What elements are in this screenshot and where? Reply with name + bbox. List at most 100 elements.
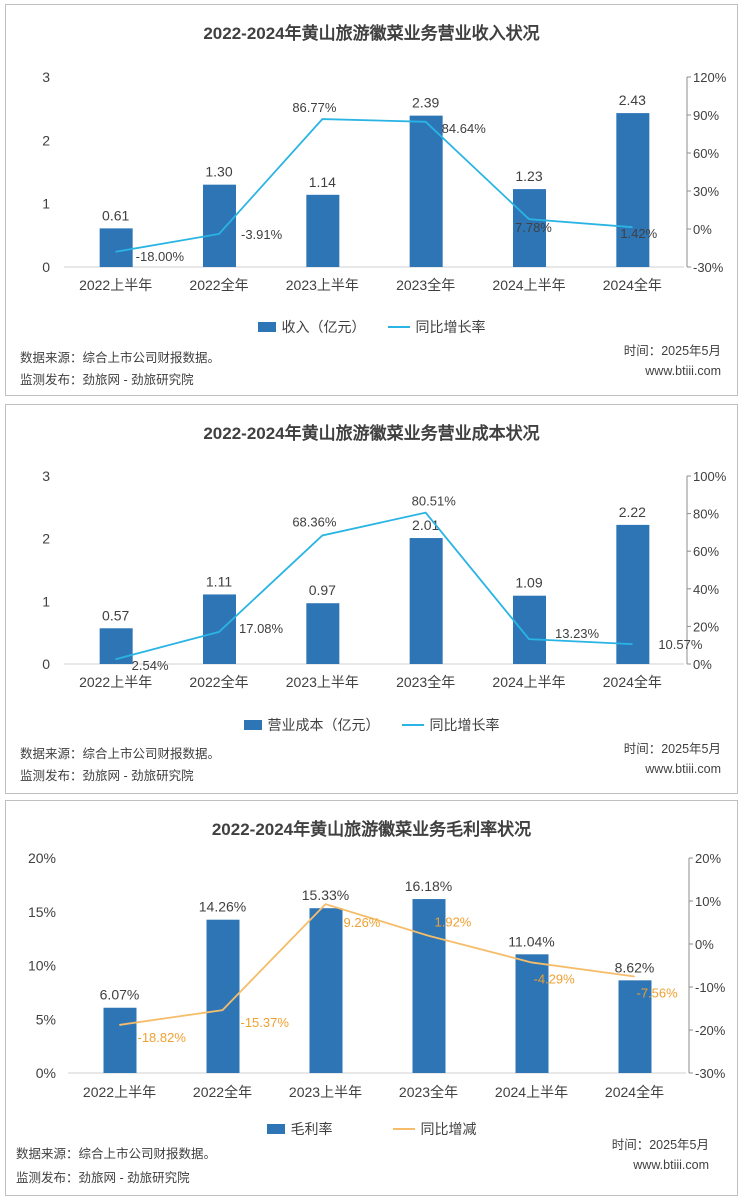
chart-legend: 收入（亿元） 同比增长率: [6, 317, 737, 337]
line-data-label: 2.54%: [132, 658, 169, 673]
y-tick-label: 1: [42, 593, 50, 609]
y2-tick-label: 10%: [695, 894, 721, 909]
legend-label: 收入（亿元）: [281, 319, 366, 335]
y2-tick-label: 30%: [693, 184, 719, 199]
bar-data-label: 6.07%: [100, 987, 140, 1003]
bar: [513, 595, 546, 664]
bar-data-label: 8.62%: [615, 959, 655, 975]
bar: [616, 524, 650, 664]
legend-item-margin: 毛利率: [266, 1119, 333, 1139]
cost-chart-panel: 2022-2024年黄山旅游徽菜业务营业成本状况 0 1 2 3 0% 20% 40% 60%…: [5, 404, 738, 794]
line-swatch-icon: [387, 326, 410, 328]
bar: [99, 228, 133, 267]
bar: [409, 538, 443, 664]
legend-item-revenue: 收入（亿元）: [257, 317, 366, 337]
bar: [412, 899, 446, 1073]
y-tick-label: 0: [42, 656, 50, 672]
line-point: [119, 1024, 120, 1026]
y-tick-label: 3: [42, 69, 50, 85]
line-data-label: 13.23%: [555, 626, 600, 641]
x-tick-label: 2022上半年: [83, 1084, 156, 1100]
footer-right: 时间：2025年5月 www.btiii.com: [624, 739, 721, 779]
x-tick-label: 2024全年: [603, 674, 662, 690]
y2-tick-label: 60%: [693, 146, 719, 161]
line-series: [115, 118, 633, 253]
y2-tick-label: 20%: [695, 851, 721, 866]
x-tick-label: 2022全年: [189, 674, 248, 690]
bar-data-label: 1.11: [206, 573, 232, 589]
y2-tick-label: 0%: [693, 657, 712, 672]
bar: [616, 113, 650, 267]
x-tick-label: 2024全年: [603, 277, 662, 293]
y2-tick-label: 100%: [693, 469, 727, 484]
legend-item-growth: 同比增长率: [387, 317, 486, 337]
line-series: [115, 511, 633, 661]
line-point: [634, 976, 635, 978]
y-tick-label: 5%: [36, 1011, 56, 1027]
bar-data-label: 11.04%: [508, 933, 554, 949]
x-tick-label: 2022全年: [189, 277, 248, 293]
line-data-label: 1.92%: [435, 915, 472, 930]
line-point: [218, 233, 220, 235]
y-tick-label: 2: [42, 531, 50, 547]
footer-right: 时间：2025年5月 www.btiii.com: [624, 341, 721, 381]
line-data-label: -15.37%: [241, 1015, 290, 1030]
x-tick-label: 2022上半年: [79, 674, 152, 690]
line-data-label: 1.42%: [620, 226, 657, 241]
line-point: [115, 251, 117, 253]
bar: [618, 980, 652, 1073]
line-point: [528, 218, 530, 220]
line-point: [325, 903, 326, 905]
x-tick-label: 2024上半年: [492, 674, 565, 690]
line-data-label: -4.29%: [534, 971, 576, 986]
line-swatch-icon: [401, 724, 424, 726]
legend-label: 营业成本（亿元）: [267, 717, 380, 733]
bar: [203, 184, 236, 267]
y-tick-label: 15%: [28, 904, 56, 920]
x-tick-label: 2024上半年: [495, 1084, 568, 1100]
legend-label: 同比增减: [420, 1121, 477, 1137]
x-tick-label: 2022全年: [193, 1084, 252, 1100]
bar: [206, 919, 240, 1073]
y-tick-label: 20%: [28, 850, 56, 866]
bar-data-label: 15.33%: [302, 887, 349, 903]
bar-swatch-icon: [257, 322, 276, 332]
y2-tick-label: -30%: [693, 260, 724, 275]
x-tick-label: 2024上半年: [492, 277, 565, 293]
line-point: [528, 638, 530, 640]
y-tick-label: 3: [42, 468, 50, 484]
legend-item-growth: 同比增长率: [401, 715, 500, 735]
publish-time: 时间：2025年5月: [611, 1138, 709, 1152]
data-source: 数据来源：综合上市公司财报数据。: [20, 747, 221, 761]
y2-tick-label: 0%: [695, 937, 714, 952]
cost-chart-plot: 0 1 2 3 0% 20% 40% 60% 80% 100% 2022上半年 0.57 2022全年 1…: [42, 468, 727, 690]
line-point: [531, 961, 532, 963]
y2-tick-label: -20%: [695, 1023, 726, 1038]
y2-tick-label: 40%: [693, 582, 719, 597]
bar: [306, 194, 340, 267]
bar-data-label: 2.39: [412, 95, 439, 111]
line-point: [115, 658, 117, 660]
revenue-chart-panel: 2022-2024年黄山旅游徽菜业务营业收入状况 0 1 2 3 -30% 0% 30% 60…: [5, 4, 738, 396]
line-data-label: 68.36%: [292, 514, 337, 529]
line-point: [321, 534, 323, 536]
y-tick-label: 2: [42, 132, 50, 148]
publish-time: 时间：2025年5月: [623, 344, 721, 358]
y2-tick-label: 90%: [693, 108, 719, 123]
line-data-label: 84.64%: [442, 121, 487, 136]
bar-data-label: 0.97: [309, 582, 336, 598]
line-data-label: 17.08%: [239, 621, 284, 636]
publish-time: 时间：2025年5月: [623, 742, 721, 756]
x-tick-label: 2024全年: [605, 1084, 664, 1100]
y2-tick-label: 120%: [693, 70, 727, 85]
publisher: 监测发布：劲旅网 - 劲旅研究院: [16, 1171, 190, 1185]
x-tick-label: 2023上半年: [286, 674, 359, 690]
line-point: [425, 121, 427, 123]
bar-data-label: 16.18%: [405, 878, 452, 894]
bar: [103, 1007, 137, 1073]
bar: [309, 908, 343, 1073]
bar-swatch-icon: [243, 720, 262, 730]
bar-data-label: 14.26%: [199, 899, 246, 915]
bar-data-label: 2.22: [619, 504, 646, 520]
y-tick-label: 10%: [28, 958, 56, 974]
